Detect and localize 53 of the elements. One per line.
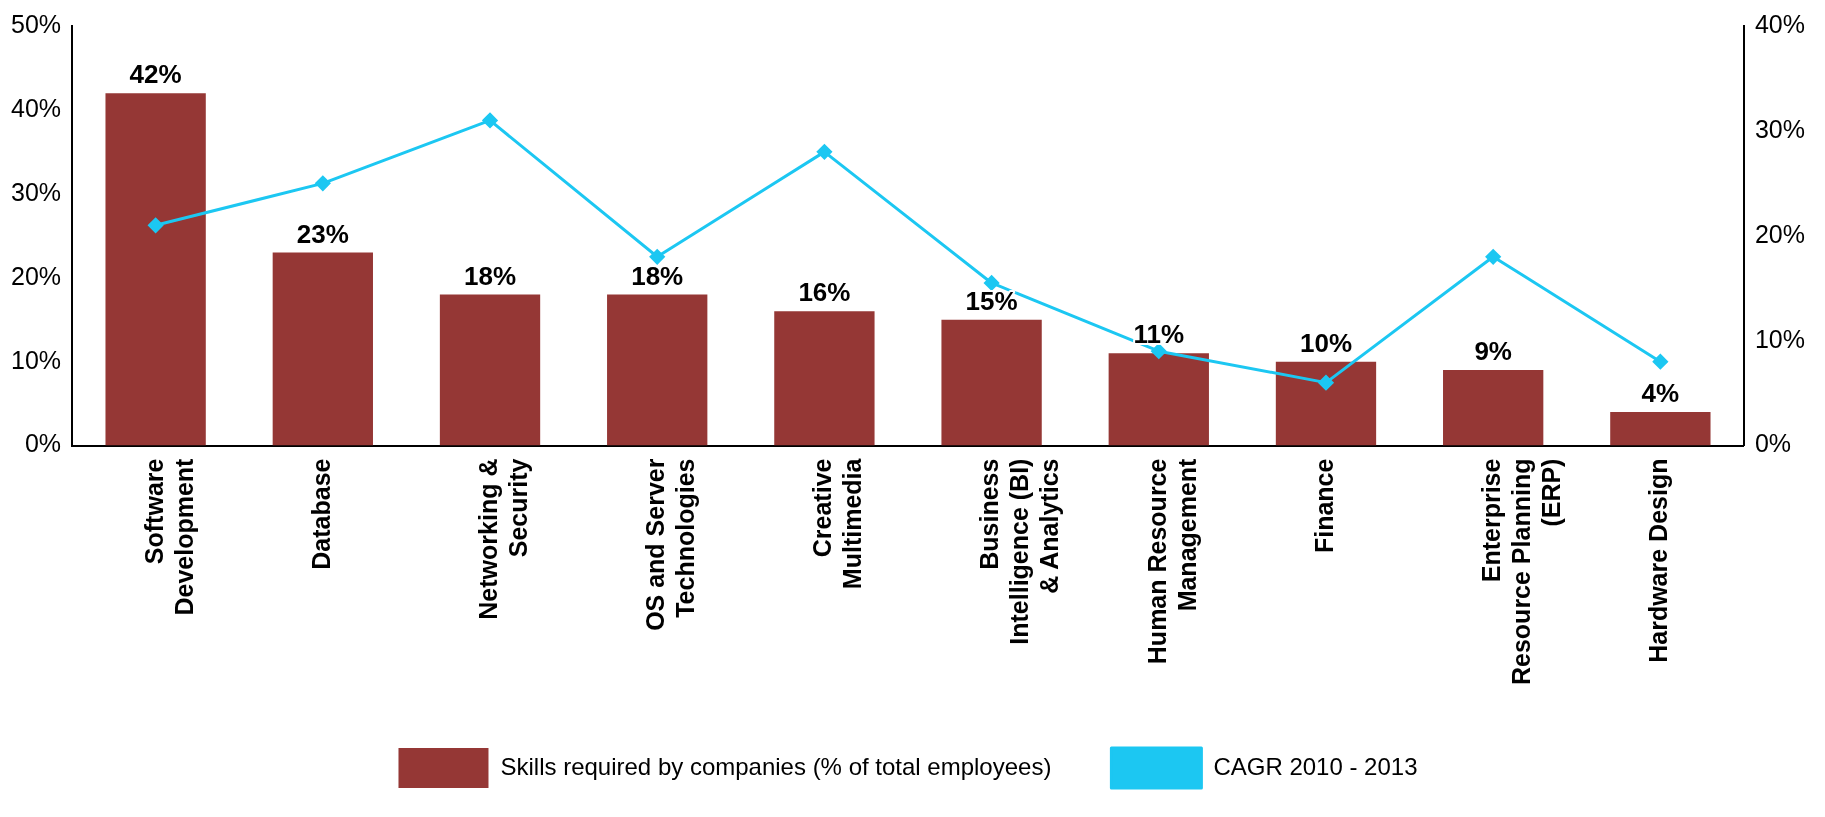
x-tick-label: Finance xyxy=(1309,458,1338,554)
point xyxy=(1485,249,1501,265)
point xyxy=(1318,375,1334,391)
data-label: 16% xyxy=(798,277,851,308)
y-tick-label: 0% xyxy=(24,429,62,458)
point xyxy=(649,249,665,265)
legend-label: Skills required by companies (% of total employees) xyxy=(500,752,1052,780)
y2-tick-label: 0% xyxy=(1754,429,1792,458)
bar xyxy=(941,319,1042,446)
data-label: 15% xyxy=(965,285,1018,316)
y2-tick-label: 40% xyxy=(1754,9,1806,38)
y2-tick-label: 10% xyxy=(1754,324,1806,353)
point xyxy=(1652,354,1668,370)
legend-label: CAGR 2010 - 2013 xyxy=(1213,752,1418,780)
bar xyxy=(1108,353,1209,446)
bar xyxy=(272,252,373,446)
bar xyxy=(1275,361,1377,446)
x-tick-label: Software Development xyxy=(139,457,198,616)
data-label: 4% xyxy=(1641,378,1680,409)
data-label: 18% xyxy=(631,260,684,291)
y-tick-label: 50% xyxy=(10,9,62,38)
point xyxy=(315,175,331,191)
x-tick-label: Database xyxy=(306,458,335,570)
data-label: 18% xyxy=(463,260,517,291)
x-tick-label: Enterprise Resource Planning (ERP) xyxy=(1477,458,1566,686)
y-tick-label: 10% xyxy=(10,345,62,374)
x-tick-label: Human Resource Management xyxy=(1142,457,1201,665)
point xyxy=(984,275,1000,291)
y-tick-label: 20% xyxy=(10,261,62,290)
data-label: 9% xyxy=(1474,336,1512,367)
x-tick-label: OS and Server Technologies xyxy=(641,458,700,631)
y2-tick-label: 30% xyxy=(1754,114,1806,143)
x-tick-label: Business Intelligence (BI) & Analytics xyxy=(975,458,1064,645)
x-tick-label: Hardware Design xyxy=(1644,458,1673,663)
point xyxy=(482,112,498,128)
data-label: 10% xyxy=(1299,327,1353,358)
data-label: 42% xyxy=(129,59,182,90)
point xyxy=(1151,343,1167,359)
data-label: 23% xyxy=(296,218,349,249)
point xyxy=(816,144,832,160)
y-tick-label: 30% xyxy=(10,177,62,206)
x-tick-label: Networking & Security xyxy=(473,458,532,620)
bar xyxy=(439,294,541,446)
bar xyxy=(607,294,708,446)
data-label: 11% xyxy=(1133,319,1185,350)
bar xyxy=(1443,370,1544,446)
y2-tick-label: 20% xyxy=(1754,219,1806,248)
bar xyxy=(1610,412,1711,446)
point xyxy=(148,217,164,233)
bar xyxy=(774,311,875,446)
y-tick-label: 40% xyxy=(10,93,62,122)
bar xyxy=(105,93,206,446)
x-tick-label: Creative Multimedia xyxy=(808,457,867,590)
